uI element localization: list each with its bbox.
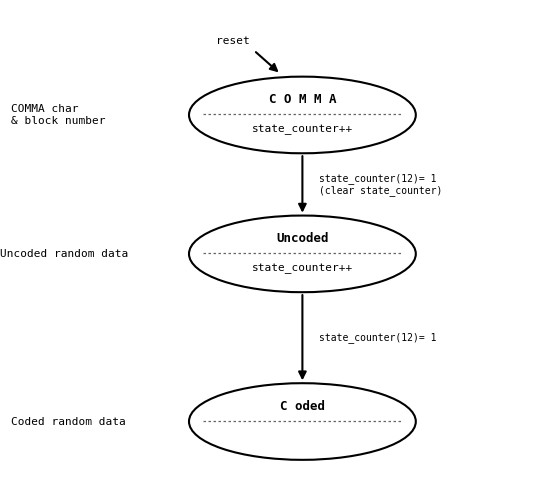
Text: reset: reset — [216, 35, 249, 46]
Text: state_counter(12)= 1: state_counter(12)= 1 — [319, 332, 436, 343]
Ellipse shape — [189, 77, 416, 153]
Text: COMMA char
& block number: COMMA char & block number — [11, 104, 105, 126]
Text: C oded: C oded — [280, 399, 325, 413]
Text: Coded random data: Coded random data — [11, 417, 125, 426]
Text: state_counter++: state_counter++ — [252, 125, 353, 136]
Text: Uncoded: Uncoded — [276, 232, 329, 245]
Text: state_counter++: state_counter++ — [252, 264, 353, 274]
Text: Uncoded random data: Uncoded random data — [0, 249, 129, 259]
Text: C O M M A: C O M M A — [269, 93, 336, 106]
Ellipse shape — [189, 383, 416, 460]
Ellipse shape — [189, 216, 416, 292]
Text: state_counter(12)= 1
(clear state_counter): state_counter(12)= 1 (clear state_counte… — [319, 173, 442, 196]
